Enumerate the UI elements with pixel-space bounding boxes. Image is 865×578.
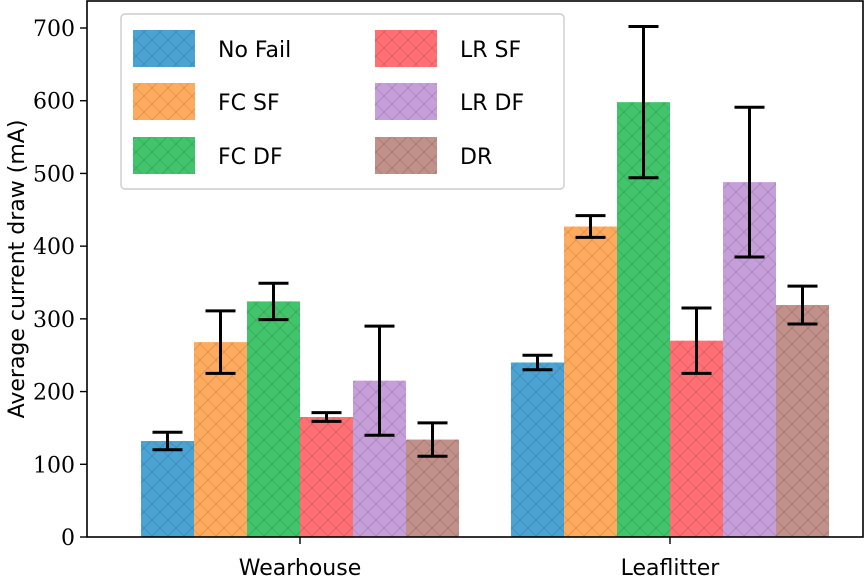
y-tick-label: 100 (33, 453, 75, 478)
error-bar-lr-df-leaflitter (734, 105, 765, 259)
legend-swatch-hatch-lr-df (375, 83, 437, 120)
bar-hatch-dr-leaflitter (776, 305, 829, 537)
legend-swatch-hatch-lr-sf (375, 30, 437, 67)
legend-swatch-hatch-fc-sf (133, 83, 195, 120)
error-bar-no-fail-leaflitter (522, 353, 553, 372)
legend-frame (120, 13, 565, 190)
legend-label-dr: DR (460, 145, 492, 170)
legend-swatch-hatch-dr (375, 137, 437, 174)
legend-label-fc-df: FC DF (218, 145, 283, 170)
error-bar-fc-sf-leaflitter (575, 214, 606, 239)
error-bar-dr-wearhouse (417, 421, 448, 458)
bar-hatch-no-fail-leaflitter (511, 362, 564, 537)
legend-label-no-fail: No Fail (218, 38, 291, 63)
y-tick-label: 400 (33, 235, 75, 260)
bar-hatch-fc-df-wearhouse (247, 301, 300, 537)
bar-hatch-lr-sf-wearhouse (300, 417, 353, 537)
legend-swatch-hatch-fc-df (133, 137, 195, 174)
y-tick-label: 300 (33, 308, 75, 333)
legend-label-fc-sf: FC SF (218, 91, 280, 116)
y-tick-label: 600 (33, 90, 75, 115)
legend-swatch-hatch-no-fail (133, 30, 195, 67)
x-tick-label-leaflitter: Leaflitter (621, 556, 721, 578)
error-bar-fc-sf-wearhouse (205, 309, 236, 375)
x-axis: Wearhouse Leaflitter (239, 537, 721, 578)
bars-group (141, 102, 829, 537)
bar-hatch-fc-sf-leaflitter (564, 226, 617, 537)
y-tick-label: 200 (33, 381, 75, 406)
error-bar-lr-sf-wearhouse (311, 411, 342, 423)
error-bar-no-fail-wearhouse (152, 430, 183, 452)
y-axis: 0 100 200 300 400 500 600 700 (33, 17, 87, 551)
bar-hatch-no-fail-wearhouse (141, 441, 194, 537)
error-bar-fc-df-leaflitter (628, 25, 659, 180)
y-tick-label: 700 (33, 17, 75, 42)
legend-label-lr-df: LR DF (460, 91, 524, 116)
y-axis-label: Average current draw (mA) (5, 120, 30, 419)
x-tick-label-wearhouse: Wearhouse (239, 556, 361, 578)
y-tick-label: 500 (33, 162, 75, 187)
legend: No Fail FC SF FC DF LR SF LR DF DR (120, 13, 565, 190)
error-bar-lr-sf-leaflitter (681, 306, 712, 375)
plot-frame (86, 0, 864, 538)
error-bars-group (152, 25, 818, 458)
error-bar-dr-leaflitter (787, 284, 818, 326)
legend-label-lr-sf: LR SF (460, 38, 521, 63)
error-bar-fc-df-wearhouse (258, 281, 289, 322)
y-tick-label: 0 (61, 526, 75, 551)
error-bar-lr-df-wearhouse (364, 324, 395, 437)
